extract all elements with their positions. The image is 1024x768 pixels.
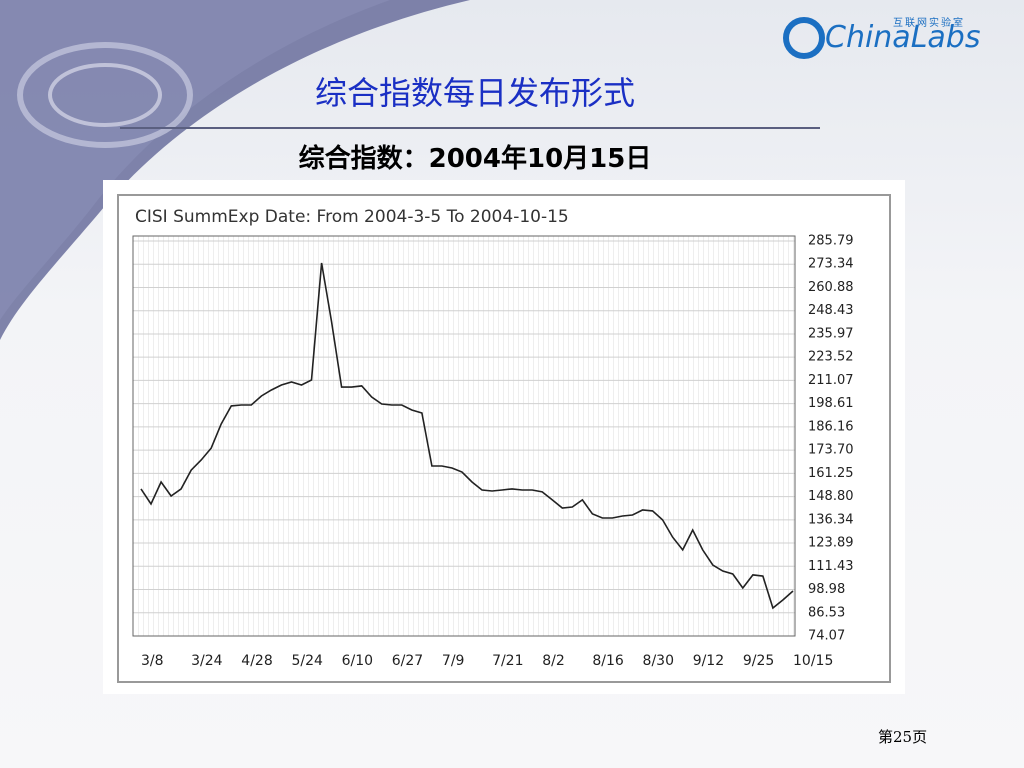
x-tick-label: 3/8: [141, 653, 164, 669]
line: [140, 262, 794, 610]
y-tick-label: 136.34: [808, 512, 854, 527]
y-tick-label: 273.34: [808, 257, 854, 272]
y-tick-label: 211.07: [808, 373, 854, 388]
slide-title: 综合指数每日发布形式: [314, 74, 635, 112]
y-tick-label: 74.07: [808, 629, 845, 644]
y-tick-label: 111.43: [808, 559, 854, 574]
logo: ChinaLabs: [825, 20, 981, 55]
x-tick-label: 7/21: [492, 653, 523, 669]
x-tick-label: 4/28: [241, 653, 272, 669]
x-tick-label: 3/24: [191, 653, 223, 669]
x-tick-label: 5/24: [291, 653, 323, 669]
y-tick-label: 223.52: [808, 350, 854, 365]
logo-subtitle: 互联网实验室: [893, 18, 965, 29]
plot-area: [133, 236, 795, 636]
y-tick-label: 285.79: [808, 234, 854, 249]
x-tick-label: 10/15: [793, 653, 833, 669]
y-tick-label: 98.98: [808, 582, 845, 597]
y-tick-label: 186.16: [808, 419, 854, 434]
slide-subtitle: 综合指数：2004年10月15日: [298, 144, 652, 174]
x-tick-label: 8/30: [643, 653, 674, 669]
y-tick-label: 198.61: [808, 396, 854, 411]
chart-title: CISI SummExp Date: From 2004-3-5 To 2004…: [135, 207, 569, 227]
x-tick-label: 8/2: [542, 653, 565, 669]
plot-border: [132, 235, 796, 637]
x-tick-label: 8/16: [592, 653, 624, 669]
x-tick-label: 9/12: [693, 653, 724, 669]
x-tick-label: 7/9: [442, 653, 465, 669]
y-tick-label: 248.43: [808, 303, 854, 318]
y-tick-label: 86.53: [808, 605, 845, 620]
y-tick-label: 161.25: [808, 466, 854, 481]
page-number: 第25页: [878, 728, 928, 746]
y-tick-label: 235.97: [808, 326, 854, 341]
y-tick-label: 148.80: [808, 489, 854, 504]
y-tick-label: 260.88: [808, 280, 854, 295]
x-tick-label: 9/25: [743, 653, 774, 669]
x-tick-label: 6/10: [342, 653, 373, 669]
y-tick-label: 123.89: [808, 536, 854, 551]
chart: CISI SummExp Date: From 2004-3-5 To 2004…: [103, 180, 905, 694]
y-tick-label: 173.70: [808, 443, 854, 458]
x-tick-label: 6/27: [392, 653, 423, 669]
